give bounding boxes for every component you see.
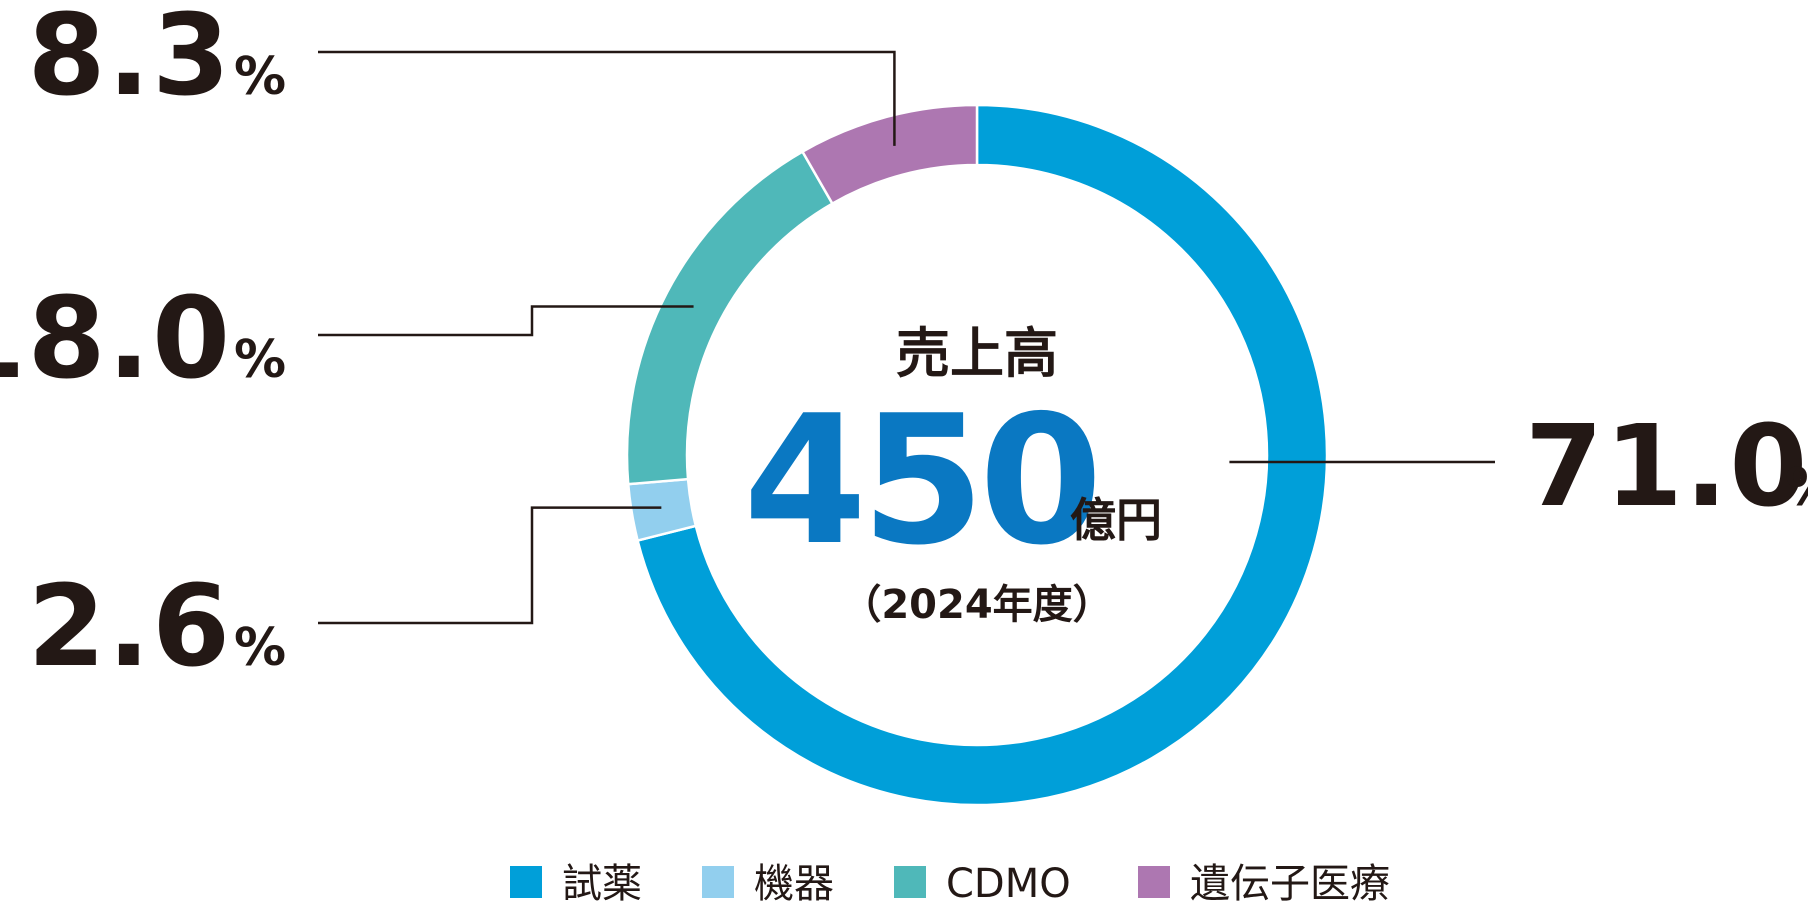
percent-value-gene-therapy: 8.3 bbox=[28, 0, 232, 121]
percent-sign: % bbox=[234, 618, 286, 678]
center-value: 450 bbox=[743, 377, 1097, 584]
legend-swatch-instruments bbox=[702, 866, 734, 898]
percent-value-reagents: 71.0 bbox=[1525, 402, 1808, 532]
legend-label-gene-therapy: 遺伝子医療 bbox=[1190, 861, 1390, 907]
legend-label-cdmo: CDMO bbox=[946, 861, 1071, 907]
legend: 試薬 機器 CDMO 遺伝子医療 bbox=[510, 861, 1390, 907]
slice-gene-therapy bbox=[800, 103, 979, 206]
percentage-labels: 71.0%2.6%18.0%8.3% bbox=[0, 0, 1808, 692]
percent-value-cdmo: 18.0 bbox=[0, 274, 232, 404]
slice-reagents bbox=[636, 103, 1329, 807]
leader-line-cdmo bbox=[318, 305, 694, 337]
center-period: （2024年度） bbox=[841, 582, 1112, 628]
legend-swatch-cdmo bbox=[894, 866, 926, 898]
percent-sign: % bbox=[234, 330, 286, 390]
leader-lines bbox=[318, 50, 1495, 625]
percent-sign: % bbox=[234, 47, 286, 107]
leader-line-gene-therapy bbox=[318, 50, 896, 146]
legend-label-reagents: 試薬 bbox=[562, 861, 642, 907]
center-block: 売上高 450 億円 （2024年度） bbox=[743, 322, 1162, 628]
center-label: 売上高 bbox=[896, 322, 1058, 385]
legend-swatch-reagents bbox=[510, 866, 542, 898]
donut-slices bbox=[625, 103, 1329, 807]
percent-sign: % bbox=[1785, 458, 1808, 518]
legend-swatch-gene-therapy bbox=[1138, 866, 1170, 898]
legend-label-instruments: 機器 bbox=[754, 861, 834, 907]
center-unit: 億円 bbox=[1070, 493, 1162, 547]
percent-value-instruments: 2.6 bbox=[28, 562, 232, 692]
leader-line-instruments bbox=[318, 506, 662, 625]
